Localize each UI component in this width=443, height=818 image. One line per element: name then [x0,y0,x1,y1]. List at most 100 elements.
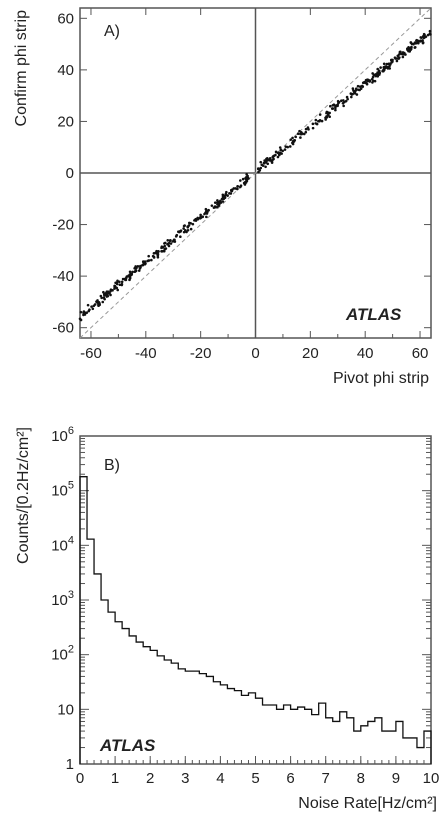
scatter-point [289,138,293,141]
scatter-y-axis-label: Confirm phi strip [13,10,30,127]
scatter-point [167,241,171,245]
scatter-point [271,155,275,159]
scatter-point [103,297,106,301]
scatter-point [124,278,127,282]
x-tick-label: -60 [80,345,102,362]
scatter-point [315,122,319,126]
scatter-point [274,153,277,157]
scatter-point [364,81,368,85]
scatter-point [277,151,281,155]
scatter-point [173,238,176,242]
scatter-point [156,255,160,259]
scatter-point [127,274,130,277]
scatter-plot-panel-a: -60 -40 -20 0 20 40 60 -60 -40 -20 0 20 40 60 A) ATL… [13,7,432,387]
scatter-point [302,132,306,136]
y-tick-label: -40 [52,268,74,285]
scatter-point [169,238,172,242]
scatter-point [194,219,198,222]
scatter-point [355,88,358,92]
scatter-point [223,196,227,200]
histogram-tick-marks [79,435,432,765]
histogram-x-tick-labels: 0 1 2 3 4 5 6 7 8 9 10 [76,770,440,787]
histogram-x-axis-label: Noise Rate[Hz/cm²] [298,795,437,812]
scatter-point [271,159,274,162]
atlas-watermark-b: ATLAS [99,736,156,755]
scatter-point [187,224,191,227]
y-tick-label: 104 [51,534,74,554]
scatter-point [283,148,287,151]
scatter-point [360,84,364,88]
scatter-y-tick-labels: -60 -40 -20 0 20 40 60 [52,10,74,336]
scatter-point [413,46,417,49]
scatter-point [189,227,193,231]
scatter-point [228,192,231,195]
scatter-point [244,181,248,184]
scatter-point [241,177,245,181]
scatter-point [346,97,349,101]
scatter-point [118,283,122,287]
scatter-point [101,300,105,304]
scatter-point [163,247,167,251]
scatter-point [120,282,124,286]
scatter-point [350,95,353,99]
scatter-point [293,138,297,142]
scatter-point [270,161,274,164]
scatter-point [373,73,376,77]
x-tick-label: 6 [286,770,294,787]
scatter-point [184,229,187,232]
scatter-point [280,152,283,155]
scatter-point [212,206,216,209]
x-tick-label: 9 [392,770,400,787]
scatter-point [106,290,110,294]
scatter-point [382,69,386,72]
scatter-point [421,39,424,42]
scatter-point [260,163,264,167]
scatter-point [406,47,409,51]
scatter-point [128,270,132,274]
scatter-point [361,81,365,85]
scatter-point [265,159,269,162]
scatter-point [298,129,301,133]
scatter-point [378,73,381,76]
scatter-point [90,305,93,308]
scatter-point [246,176,249,180]
scatter-point [377,69,381,73]
scatter-point [334,105,337,108]
scatter-point [397,53,401,56]
scatter-point [163,241,167,245]
scatter-point [82,313,85,317]
scatter-point [131,270,134,274]
scatter-point [243,183,247,186]
scatter-point [147,254,150,258]
scatter-point [109,289,112,293]
y-tick-label: 40 [57,62,74,79]
scatter-point [382,62,386,66]
scatter-point [218,203,221,206]
scatter-point [324,118,327,121]
x-tick-label: 8 [357,770,365,787]
y-tick-label: 0 [66,165,74,182]
reference-diagonal-line [79,7,432,339]
scatter-point [264,165,267,169]
scatter-point [82,311,85,315]
scatter-point [304,130,308,134]
scatter-point [371,81,374,84]
scatter-point [311,126,315,130]
scatter-point [244,176,247,180]
scatter-point [221,200,225,203]
scatter-point [263,159,266,162]
scatter-point [93,303,97,306]
scatter-point [198,216,202,220]
scatter-point [358,85,362,88]
scatter-point [284,145,288,148]
scatter-point [304,127,308,131]
scatter-point [318,113,322,116]
scatter-point [320,119,324,123]
scatter-point [276,155,280,159]
scatter-point [79,310,83,314]
scatter-point [128,276,132,280]
scatter-point [351,87,355,90]
scatter-point [301,132,304,135]
